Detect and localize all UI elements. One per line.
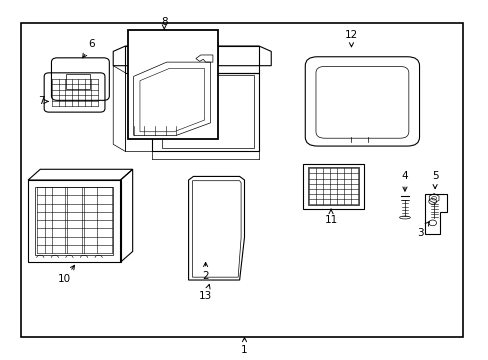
Text: 1: 1 bbox=[241, 338, 247, 355]
Bar bbox=[28, 180, 120, 262]
Bar bbox=[137, 42, 174, 62]
Bar bbox=[307, 167, 358, 205]
Bar bbox=[302, 164, 363, 208]
Text: 5: 5 bbox=[431, 171, 438, 189]
Text: 10: 10 bbox=[58, 265, 74, 284]
Text: 2: 2 bbox=[202, 262, 208, 282]
Text: 3: 3 bbox=[416, 222, 428, 238]
Bar bbox=[127, 30, 217, 139]
Text: 9: 9 bbox=[147, 46, 192, 58]
Text: 12: 12 bbox=[344, 30, 357, 47]
Bar bbox=[21, 23, 462, 337]
Bar bbox=[181, 42, 217, 62]
Text: 8: 8 bbox=[161, 17, 167, 30]
Text: 11: 11 bbox=[324, 209, 337, 225]
Text: 4: 4 bbox=[401, 171, 407, 191]
Bar bbox=[66, 74, 90, 89]
Text: 6: 6 bbox=[82, 39, 95, 58]
Bar bbox=[140, 49, 154, 55]
Text: 7: 7 bbox=[38, 96, 48, 107]
Bar bbox=[35, 187, 113, 255]
Text: 13: 13 bbox=[199, 284, 212, 301]
